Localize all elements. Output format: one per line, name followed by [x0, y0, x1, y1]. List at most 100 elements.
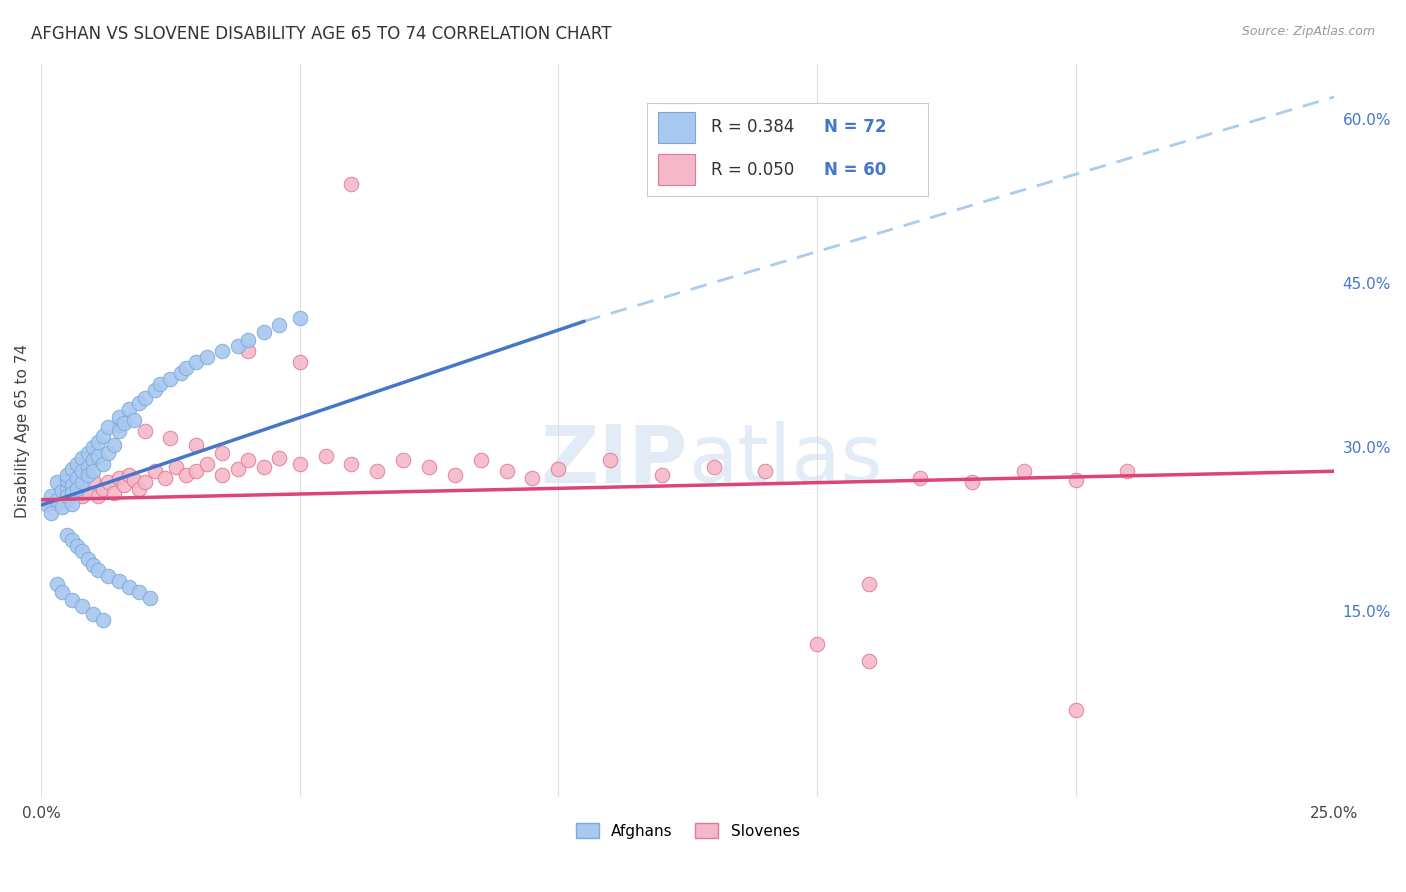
- Point: [97, 445, 120, 459]
- Point: [149, 376, 172, 391]
- Point: [72, 464, 94, 478]
- Text: ZIP: ZIP: [540, 421, 688, 500]
- Point: [211, 467, 233, 482]
- Point: [112, 416, 135, 430]
- Point: [226, 339, 249, 353]
- Point: [60, 462, 83, 476]
- Point: [1064, 473, 1087, 487]
- Point: [186, 438, 208, 452]
- Point: [858, 654, 880, 668]
- Point: [128, 396, 150, 410]
- Point: [60, 486, 83, 500]
- Point: [392, 453, 415, 467]
- Point: [87, 490, 110, 504]
- Point: [128, 482, 150, 496]
- Point: [495, 464, 517, 478]
- Point: [226, 462, 249, 476]
- Point: [56, 490, 79, 504]
- Point: [51, 500, 73, 515]
- Point: [35, 497, 58, 511]
- Text: Source: ZipAtlas.com: Source: ZipAtlas.com: [1241, 25, 1375, 38]
- Point: [103, 486, 125, 500]
- Point: [45, 577, 67, 591]
- Point: [858, 577, 880, 591]
- Point: [236, 343, 259, 358]
- Point: [910, 471, 932, 485]
- Point: [72, 544, 94, 558]
- Point: [122, 413, 145, 427]
- Point: [56, 527, 79, 541]
- Point: [470, 453, 492, 467]
- Point: [159, 372, 181, 386]
- Point: [76, 459, 98, 474]
- Point: [82, 453, 104, 467]
- Point: [211, 445, 233, 459]
- Point: [82, 464, 104, 478]
- Point: [97, 569, 120, 583]
- Point: [72, 451, 94, 466]
- Point: [60, 533, 83, 548]
- Point: [267, 318, 290, 332]
- Point: [128, 584, 150, 599]
- Point: [267, 451, 290, 466]
- Point: [143, 464, 166, 478]
- Point: [170, 366, 193, 380]
- Point: [45, 492, 67, 507]
- Point: [97, 420, 120, 434]
- Point: [56, 467, 79, 482]
- Point: [76, 551, 98, 566]
- Point: [107, 418, 129, 433]
- Point: [91, 482, 114, 496]
- Point: [165, 459, 187, 474]
- Point: [107, 409, 129, 424]
- Point: [806, 637, 828, 651]
- Point: [236, 333, 259, 347]
- Point: [45, 475, 67, 490]
- Point: [76, 467, 98, 482]
- Point: [51, 483, 73, 498]
- Point: [72, 475, 94, 490]
- Point: [174, 467, 197, 482]
- Point: [41, 490, 63, 504]
- Point: [522, 471, 544, 485]
- Text: R = 0.384: R = 0.384: [711, 119, 794, 136]
- Y-axis label: Disability Age 65 to 74: Disability Age 65 to 74: [15, 343, 30, 517]
- Point: [112, 478, 135, 492]
- Point: [315, 449, 337, 463]
- Point: [547, 462, 569, 476]
- Point: [107, 574, 129, 588]
- Point: [56, 492, 79, 507]
- Point: [60, 497, 83, 511]
- Point: [134, 475, 156, 490]
- Point: [72, 490, 94, 504]
- Point: [288, 457, 311, 471]
- Point: [195, 457, 218, 471]
- Point: [103, 438, 125, 452]
- Point: [56, 473, 79, 487]
- Point: [195, 351, 218, 365]
- Point: [1064, 703, 1087, 717]
- Point: [186, 464, 208, 478]
- Point: [288, 311, 311, 326]
- Point: [60, 478, 83, 492]
- Point: [1116, 464, 1139, 478]
- Point: [66, 478, 89, 492]
- Point: [134, 424, 156, 438]
- Point: [143, 384, 166, 398]
- Point: [60, 593, 83, 607]
- Point: [87, 449, 110, 463]
- Text: atlas: atlas: [688, 421, 882, 500]
- Point: [118, 467, 141, 482]
- Point: [186, 355, 208, 369]
- Legend: Afghans, Slovenes: Afghans, Slovenes: [569, 816, 806, 845]
- Point: [754, 464, 776, 478]
- Point: [45, 497, 67, 511]
- Point: [288, 355, 311, 369]
- Point: [236, 453, 259, 467]
- Point: [211, 343, 233, 358]
- Point: [66, 482, 89, 496]
- Point: [76, 445, 98, 459]
- Point: [599, 453, 621, 467]
- Point: [340, 178, 363, 192]
- Point: [82, 440, 104, 454]
